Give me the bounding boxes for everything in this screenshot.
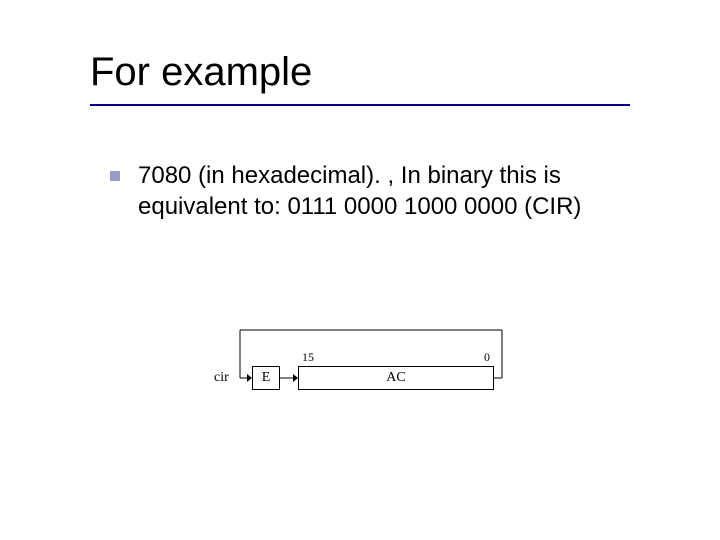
bit-high-label: 15 [302,350,314,365]
e-register-label: E [262,370,271,386]
bit-low-label: 0 [484,350,490,365]
ac-register-box: AC [298,366,494,390]
cir-diagram: cir E AC 15 0 [190,320,550,430]
body-area: 7080 (in hexadecimal). , In binary this … [110,160,650,222]
bullet-square-icon [110,171,120,181]
body-text: 7080 (in hexadecimal). , In binary this … [138,160,650,222]
ac-register-label: AC [386,370,405,386]
slide-title: For example [90,50,312,94]
cir-label: cir [214,370,229,386]
title-underline [90,104,630,106]
e-register-box: E [252,366,280,390]
